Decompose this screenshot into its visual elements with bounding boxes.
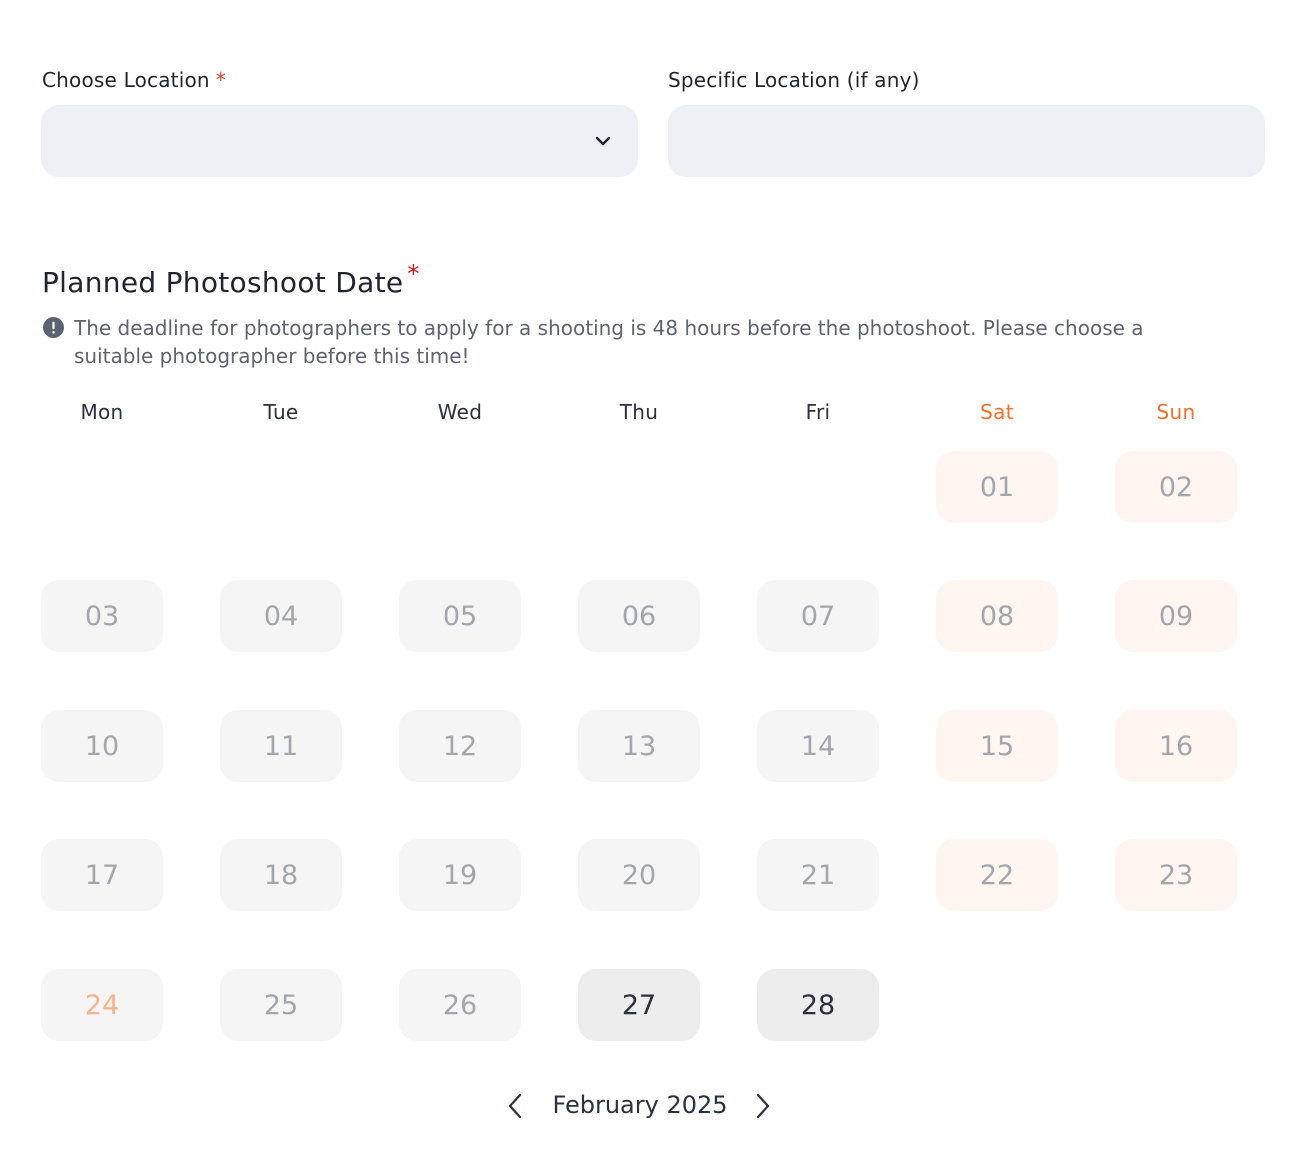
calendar-day-09: 09 [1115, 580, 1237, 652]
calendar-day-24: 24 [41, 969, 163, 1041]
calendar-day-08: 08 [936, 580, 1058, 652]
choose-location-label-text: Choose Location [42, 68, 210, 92]
calendar-day-06: 06 [578, 580, 700, 652]
calendar-day-25: 25 [220, 969, 342, 1041]
chevron-right-icon[interactable] [751, 1092, 775, 1120]
calendar-day-21: 21 [757, 839, 879, 911]
weekday-thu: Thu [619, 400, 659, 424]
calendar-day-01: 01 [936, 451, 1058, 523]
chevron-down-icon [595, 136, 611, 146]
calendar-day-07: 07 [757, 580, 879, 652]
calendar-day-05: 05 [399, 580, 521, 652]
calendar-day-26: 26 [399, 969, 521, 1041]
calendar-day-14: 14 [757, 710, 879, 782]
specific-location-label-text: Specific Location (if any) [668, 68, 920, 92]
weekday-mon: Mon [80, 400, 124, 424]
weekday-sun: Sun [1156, 400, 1196, 424]
month-navigation: February 2025 [0, 1088, 1302, 1124]
calendar-day-16: 16 [1115, 710, 1237, 782]
required-asterisk: * [407, 260, 420, 288]
calendar-day-02: 02 [1115, 451, 1237, 523]
required-asterisk: * [215, 68, 226, 92]
calendar-day-28[interactable]: 28 [757, 969, 879, 1041]
chevron-left-icon[interactable] [503, 1092, 527, 1120]
photoshoot-date-title-text: Planned Photoshoot Date [42, 266, 404, 299]
month-label: February 2025 [552, 1091, 728, 1119]
deadline-info-text: The deadline for photographers to apply … [74, 316, 1144, 368]
weekday-fri: Fri [805, 400, 831, 424]
calendar-day-19: 19 [399, 839, 521, 911]
calendar-day-03: 03 [41, 580, 163, 652]
weekday-tue: Tue [263, 400, 299, 424]
calendar-day-11: 11 [220, 710, 342, 782]
weekday-sat: Sat [980, 400, 1014, 424]
calendar-day-27[interactable]: 27 [578, 969, 700, 1041]
calendar-day-18: 18 [220, 839, 342, 911]
calendar-day-10: 10 [41, 710, 163, 782]
photoshoot-date-title: Planned Photoshoot Date * [42, 260, 420, 299]
specific-location-input[interactable] [668, 105, 1265, 177]
calendar-day-20: 20 [578, 839, 700, 911]
calendar-day-23: 23 [1115, 839, 1237, 911]
choose-location-label: Choose Location * [42, 68, 226, 92]
info-icon [43, 317, 64, 338]
calendar-day-15: 15 [936, 710, 1058, 782]
specific-location-label: Specific Location (if any) [668, 68, 920, 92]
calendar-day-17: 17 [41, 839, 163, 911]
calendar-day-04: 04 [220, 580, 342, 652]
calendar-day-13: 13 [578, 710, 700, 782]
calendar-day-12: 12 [399, 710, 521, 782]
choose-location-select[interactable] [41, 105, 638, 177]
calendar-day-22: 22 [936, 839, 1058, 911]
weekday-wed: Wed [437, 400, 483, 424]
